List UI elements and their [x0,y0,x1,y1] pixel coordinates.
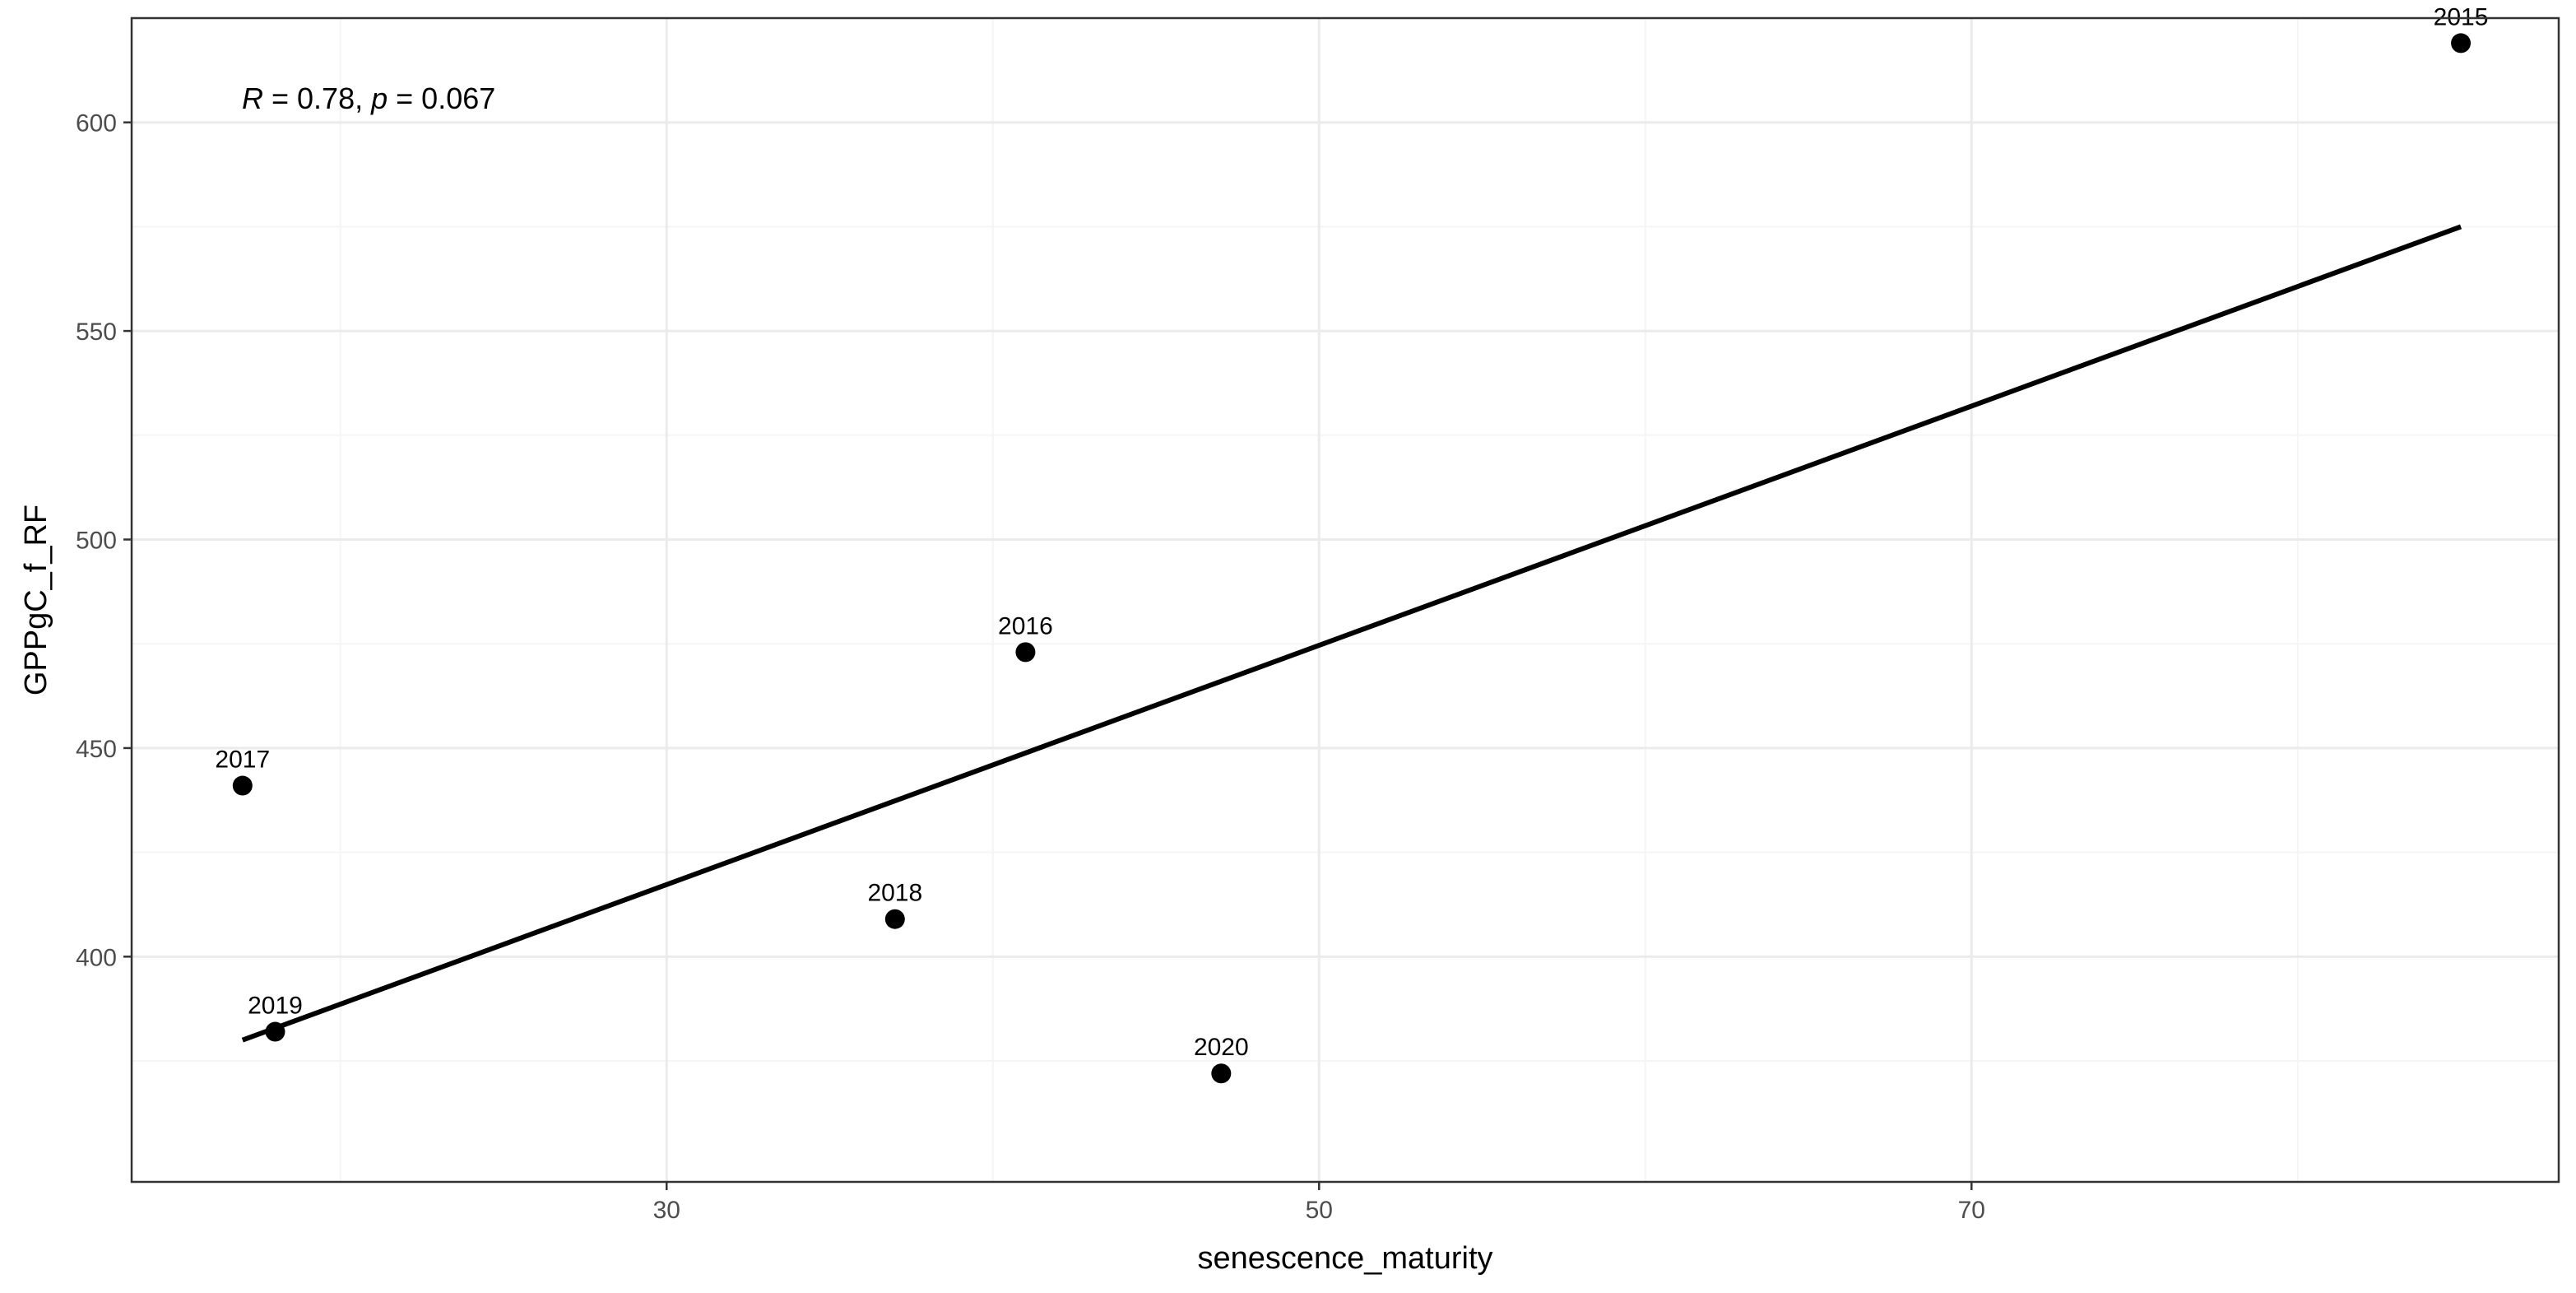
r-value: = 0.78, [263,81,371,115]
data-point [265,1021,285,1042]
data-point [232,775,253,796]
data-point [1211,1063,1232,1084]
point-label: 2017 [215,746,270,774]
x-tick-label: 50 [1306,1197,1333,1224]
y-tick-label: 400 [76,944,117,971]
y-tick-label: 600 [76,110,117,137]
y-axis-title: GPPgC_f_RF [19,505,53,695]
regression-layer [241,224,2462,1043]
r-symbol: R [242,81,263,115]
y-tick-label: 550 [76,319,117,346]
data-point [884,909,905,929]
x-axis-ticks: 30 50 70 [653,1182,1985,1224]
point-label: 2016 [998,612,1053,640]
p-value: = 0.067 [388,81,495,115]
correlation-annotation: R = 0.78, p = 0.067 [242,81,495,115]
data-point [2451,33,2472,53]
minor-gridlines [132,18,2559,1182]
y-tick-label: 450 [76,736,117,763]
y-tick-label: 500 [76,528,117,555]
data-point [1015,642,1036,663]
x-axis-title: senescence_maturity [1197,1241,1492,1276]
regression-line [241,224,2462,1043]
x-tick-label: 70 [1958,1197,1985,1224]
y-axis-ticks: 400 450 500 550 600 [76,110,132,971]
point-label: 2018 [867,880,922,907]
points-layer [232,33,2472,1084]
x-tick-label: 30 [653,1197,680,1224]
point-label: 2019 [248,993,303,1020]
p-symbol: p [370,81,388,115]
major-gridlines [132,18,2559,1182]
point-label: 2020 [1194,1034,1249,1061]
panel-border [130,16,2560,1184]
